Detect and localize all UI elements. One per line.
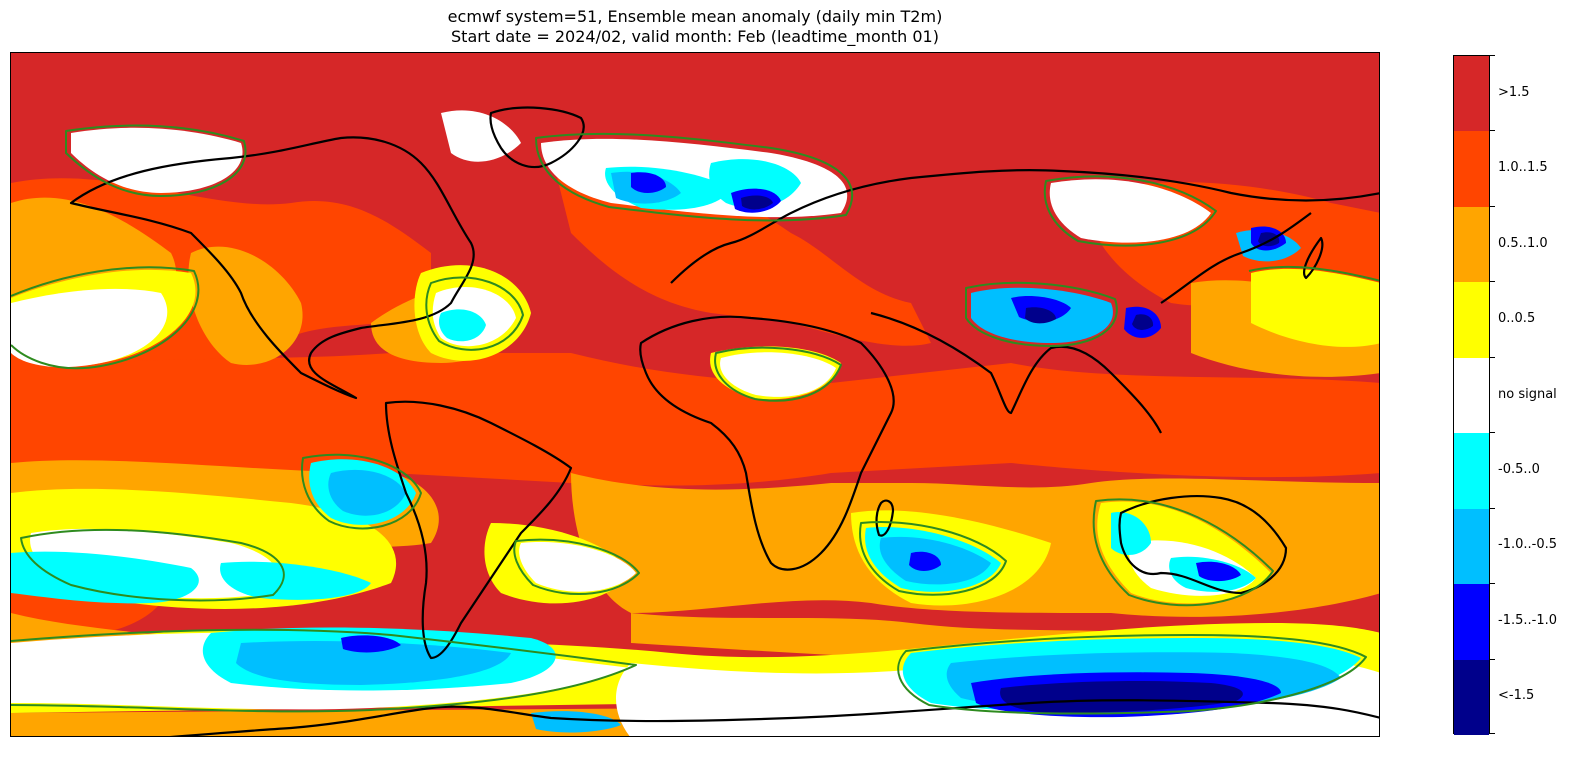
- colorbar-tick: [1490, 130, 1495, 131]
- colorbar-segment: [1454, 131, 1489, 208]
- anomaly-map: [10, 52, 1380, 737]
- colorbar-label: <-1.5: [1498, 688, 1535, 703]
- colorbar-label: -0.5..0: [1498, 462, 1540, 477]
- colorbar-label: >1.5: [1498, 85, 1530, 100]
- colorbar-segment: [1454, 357, 1489, 434]
- colorbar-segment: [1454, 659, 1489, 736]
- colorbar-tick: [1490, 659, 1495, 660]
- coastlines: [69, 106, 1379, 736]
- colorbar-tick: [1490, 206, 1495, 207]
- colorbar-tick: [1490, 432, 1495, 433]
- chart-title-line-2: Start date = 2024/02, valid month: Feb (…: [451, 27, 939, 46]
- colorbar-label: 0.5..1.0: [1498, 236, 1548, 251]
- colorbar-segment: [1454, 508, 1489, 585]
- colorbar-segment: [1454, 206, 1489, 283]
- chart-title-line-1: ecmwf system=51, Ensemble mean anomaly (…: [447, 7, 943, 26]
- colorbar-tick: [1490, 357, 1495, 358]
- colorbar-segment: [1454, 56, 1489, 132]
- colorbar-tick: [1490, 281, 1495, 282]
- colorbar-label: no signal: [1498, 387, 1557, 402]
- colorbar-tick: [1490, 583, 1495, 584]
- colorbar-tick: [1490, 55, 1495, 56]
- colorbar-label: -1.5..-1.0: [1498, 613, 1557, 628]
- region-anomaly-below-neg-1-5: [741, 195, 1280, 713]
- colorbar: [1453, 55, 1490, 736]
- colorbar-tick: [1490, 733, 1495, 734]
- colorbar-label: 1.0..1.5: [1498, 160, 1548, 175]
- colorbar-label: -1.0..-0.5: [1498, 537, 1557, 552]
- colorbar-segment: [1454, 282, 1489, 359]
- colorbar-label: 0..0.5: [1498, 311, 1536, 326]
- colorbar-tick: [1490, 508, 1495, 509]
- map-svg: [11, 53, 1379, 736]
- colorbar-segment: [1454, 584, 1489, 661]
- colorbar-segment: [1454, 433, 1489, 510]
- significance-contours: [11, 124, 1379, 715]
